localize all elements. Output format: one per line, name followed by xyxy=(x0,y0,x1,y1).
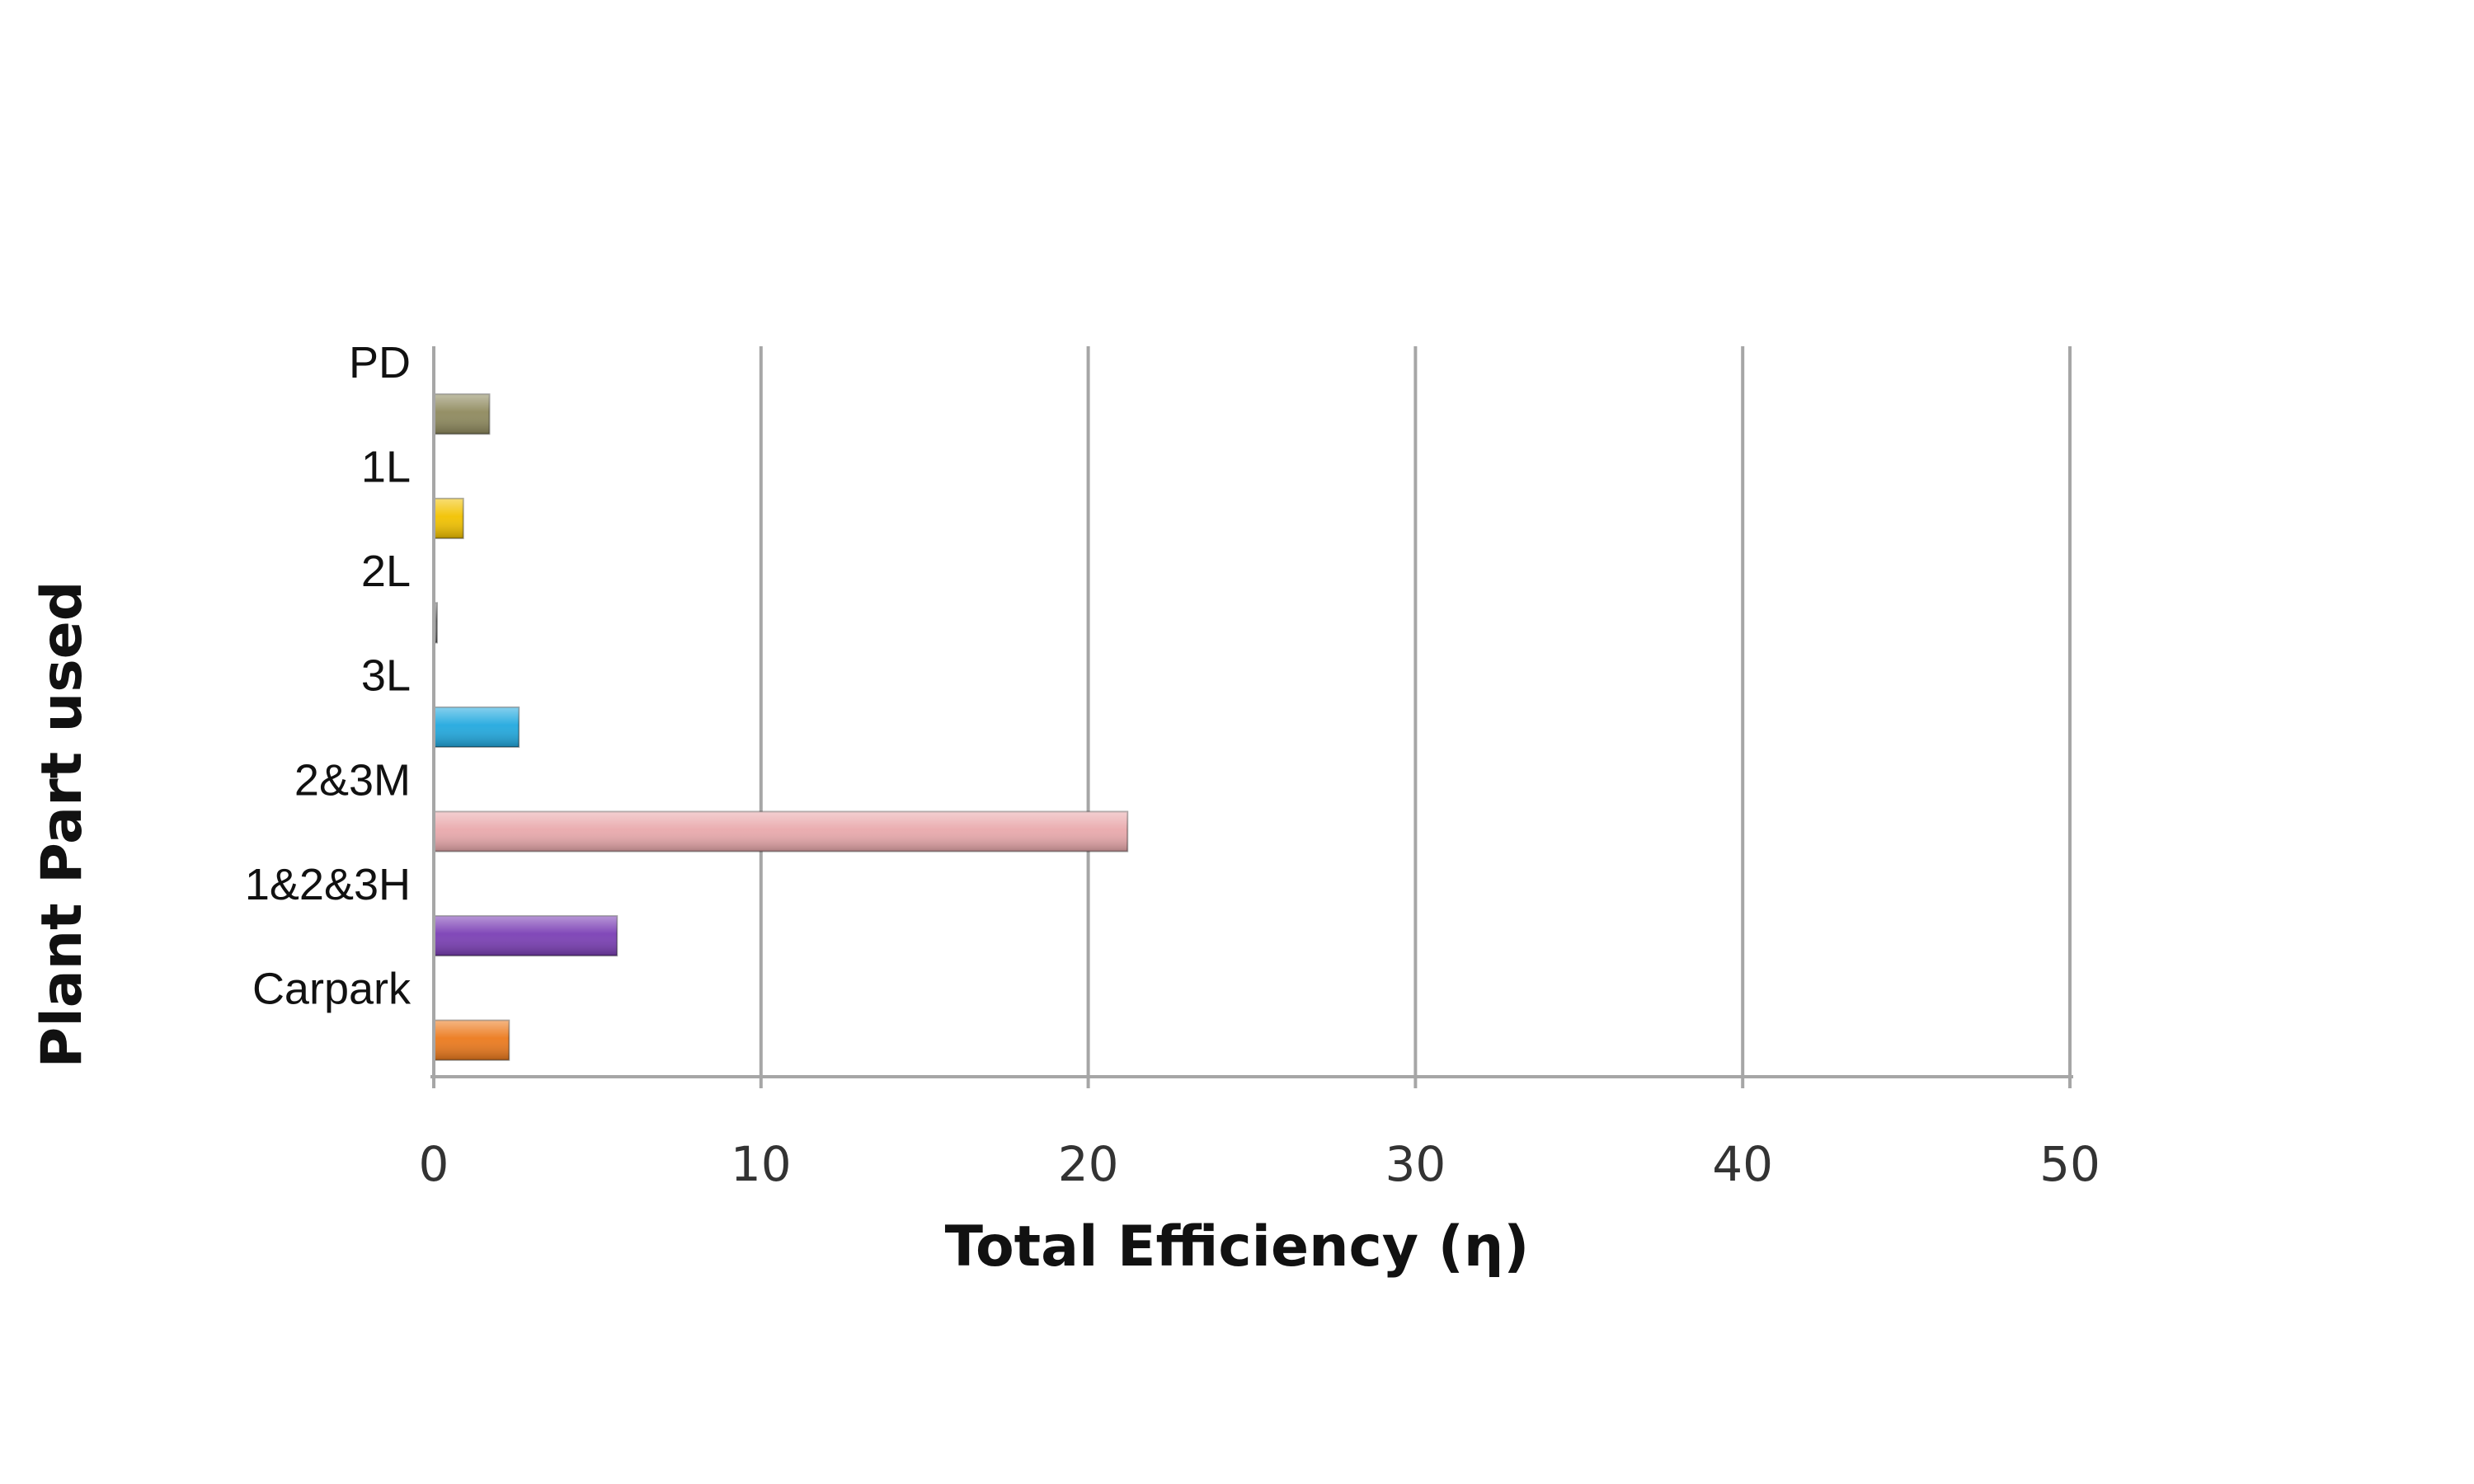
bar-highlight xyxy=(434,707,520,748)
y-axis-title: Plant Part used xyxy=(30,581,95,1068)
bar-highlight xyxy=(434,498,463,538)
category-label: PD xyxy=(349,338,411,387)
category-label: 3L xyxy=(361,651,411,701)
category-label: 2&3M xyxy=(294,755,411,805)
bar-highlight xyxy=(434,394,490,434)
bar-highlight xyxy=(434,1020,510,1060)
x-tick-label: 10 xyxy=(731,1136,792,1192)
x-tick-label: 0 xyxy=(419,1136,449,1192)
x-tick-label: 40 xyxy=(1712,1136,1773,1192)
x-tick-label: 50 xyxy=(2039,1136,2100,1192)
bar-highlight xyxy=(434,916,618,956)
gridlines xyxy=(759,346,2072,1088)
category-label: 1&2&3H xyxy=(245,860,411,909)
category-label: 1L xyxy=(361,443,411,492)
category-label: Carpark xyxy=(252,964,412,1013)
bars xyxy=(433,393,1129,1061)
bar-highlight xyxy=(434,811,1128,852)
category-labels: PD 1L 2L 3L 2&3M 1&2&3H Carpark xyxy=(245,338,412,1013)
x-tick-label: 30 xyxy=(1385,1136,1446,1192)
x-axis-title: Total Efficiency (η) xyxy=(945,1214,1530,1280)
category-label: 2L xyxy=(361,547,411,596)
tick-labels: 0 10 20 30 40 50 xyxy=(419,1136,2100,1192)
x-tick-label: 20 xyxy=(1058,1136,1119,1192)
axes xyxy=(430,346,2073,1088)
